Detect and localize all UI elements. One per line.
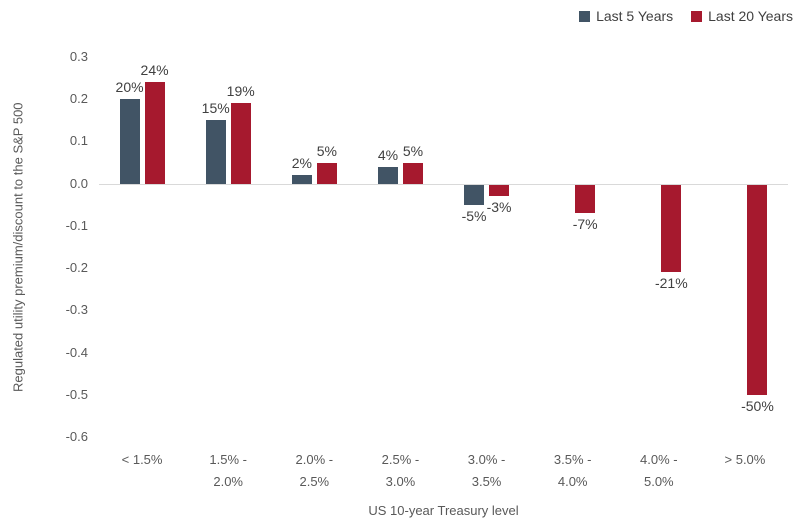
x-category-label: < 1.5% [121, 452, 163, 467]
y-tick-label: 0.3 [69, 49, 88, 64]
legend-item-last-20-years: Last 20 Years [691, 9, 793, 23]
bar-value-label: -5% [461, 207, 487, 224]
bar-last-5-years [291, 175, 312, 184]
bar-last-20-years [661, 184, 682, 273]
y-tick-label: 0.1 [69, 133, 88, 149]
bar-value-label: -7% [572, 216, 598, 233]
bar-last-20-years [747, 184, 768, 395]
bar-last-5-years [377, 166, 398, 184]
bar-last-20-years [402, 162, 423, 184]
plot-area: 20% 15% 2% 4% -5% 24% 19% 5% 5% -3% -7% -21% -50% [99, 57, 788, 437]
bar-last-5-years [464, 184, 485, 205]
bar-last-20-years [230, 103, 251, 184]
bar-value-label: -50% [741, 397, 774, 414]
y-tick-label: -0.2 [65, 260, 88, 276]
x-category-label: 1.5% -2.0% [209, 452, 247, 489]
y-tick-label: -0.1 [65, 217, 88, 233]
bar-value-label: 4% [377, 146, 399, 163]
bar-last-5-years [119, 99, 140, 184]
x-axis-category-labels: < 1.5% 1.5% -2.0% 2.0% -2.5% 2.5% -3.0% 3.0%… [99, 449, 788, 495]
x-category-label: 4.0% -5.0% [640, 452, 678, 489]
bar-last-20-years [575, 184, 596, 214]
bar-last-5-years [205, 120, 226, 184]
bar-last-20-years [316, 162, 337, 184]
legend: Last 5 Years Last 20 Years [579, 9, 793, 23]
bar-last-20-years [144, 82, 165, 184]
y-tick-label: -0.5 [65, 386, 88, 402]
bar-value-label: 2% [291, 155, 312, 172]
y-tick-label: -0.3 [65, 302, 88, 318]
bar-value-label: 5% [316, 142, 337, 159]
bar-value-label: 19% [226, 83, 255, 100]
x-category-label: 3.0% -3.5% [467, 452, 506, 489]
x-category-label: 2.0% -2.5% [295, 452, 334, 489]
legend-swatch-last-20-years-icon [691, 10, 703, 22]
zero-axis-line [99, 183, 788, 185]
bar-value-label: -21% [654, 275, 688, 292]
x-category-label: 2.5% -3.0% [381, 452, 420, 489]
y-tick-label: 0.2 [69, 91, 88, 107]
bar-value-label: 20% [115, 79, 144, 96]
y-axis-title: Regulated utility premium/discount to th… [10, 102, 26, 392]
bar-last-20-years [489, 184, 510, 197]
legend-label: Last 5 Years [596, 8, 674, 24]
bar-value-label: 5% [402, 142, 424, 159]
bar-value-label: 15% [201, 100, 230, 117]
x-axis-title: US 10-year Treasury level [368, 503, 519, 518]
bar-value-label: 24% [140, 62, 169, 79]
y-tick-label: 0.0 [69, 175, 88, 191]
legend-item-last-5-years: Last 5 Years [579, 9, 673, 23]
bar-value-label: -3% [486, 199, 512, 216]
y-tick-label: -0.6 [65, 429, 88, 444]
legend-label: Last 20 Years [708, 8, 793, 24]
y-tick-label: -0.4 [65, 344, 88, 360]
x-category-label: 3.5% -4.0% [553, 452, 592, 489]
legend-swatch-last-5-years-icon [579, 10, 591, 22]
x-category-label: > 5.0% [724, 452, 766, 467]
